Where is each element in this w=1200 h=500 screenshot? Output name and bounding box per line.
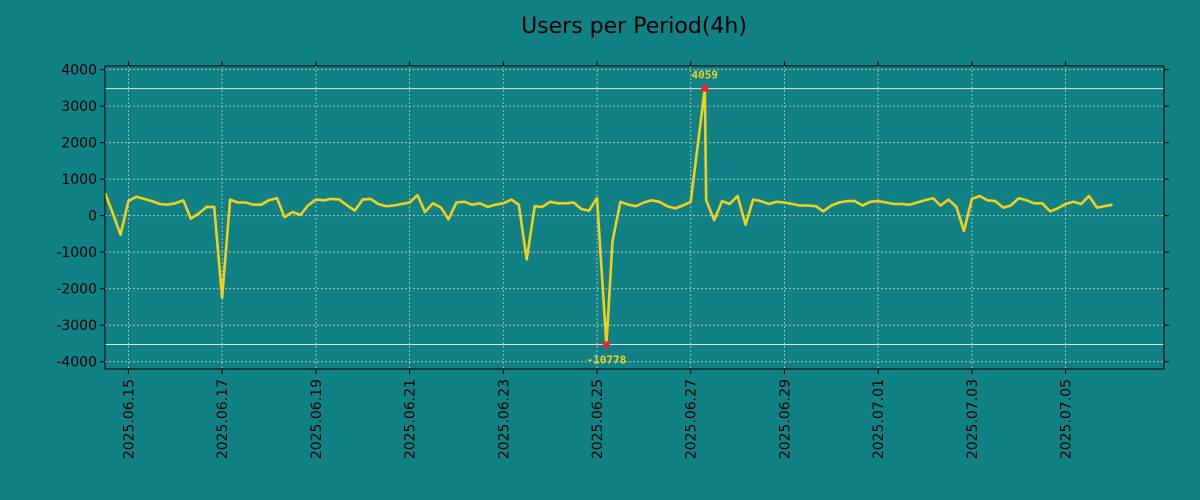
x-tick-label: 2025.07.05 <box>1059 379 1075 459</box>
x-tick-label: 2025.06.19 <box>309 379 325 459</box>
series-line <box>103 87 1113 346</box>
x-tick-label: 2025.06.17 <box>215 379 231 459</box>
chart-title: Users per Period(4h) <box>521 14 747 39</box>
min-marker-label: -10778 <box>587 354 627 367</box>
y-tick-label: -1000 <box>56 245 97 261</box>
series-layer <box>103 87 1113 346</box>
y-tick-label: -3000 <box>56 318 97 334</box>
y-tick-label: -2000 <box>56 282 97 298</box>
x-tick-label: 2025.07.03 <box>965 379 981 459</box>
x-tick-label: 2025.06.27 <box>684 379 700 459</box>
marker-layer: 4059 -10778 <box>587 69 719 367</box>
tick-layer <box>100 61 1169 374</box>
x-tick-label: 2025.06.29 <box>777 379 793 459</box>
y-tick-label: 3000 <box>61 99 97 115</box>
x-tick-label: 2025.06.15 <box>121 379 137 459</box>
x-tick-label: 2025.06.23 <box>496 379 512 459</box>
max-marker <box>699 82 710 92</box>
label-layer: 4000 3000 2000 1000 0 -1000 -2000 -3000 -4000 202… <box>56 63 1074 460</box>
y-tick-label: -4000 <box>56 355 97 371</box>
y-tick-label: 1000 <box>61 172 97 188</box>
x-tick-label: 2025.06.25 <box>590 379 606 459</box>
plot-frame <box>104 65 1165 370</box>
y-tick-label: 4000 <box>61 63 97 79</box>
x-tick-label: 2025.06.21 <box>403 379 419 459</box>
reference-lines <box>105 88 1164 346</box>
max-marker-label: 4059 <box>692 69 719 82</box>
y-tick-label: 0 <box>88 209 97 225</box>
y-tick-label: 2000 <box>61 136 97 152</box>
min-marker <box>601 341 612 351</box>
x-tick-label: 2025.07.01 <box>871 379 887 459</box>
grid-layer <box>105 66 1164 369</box>
